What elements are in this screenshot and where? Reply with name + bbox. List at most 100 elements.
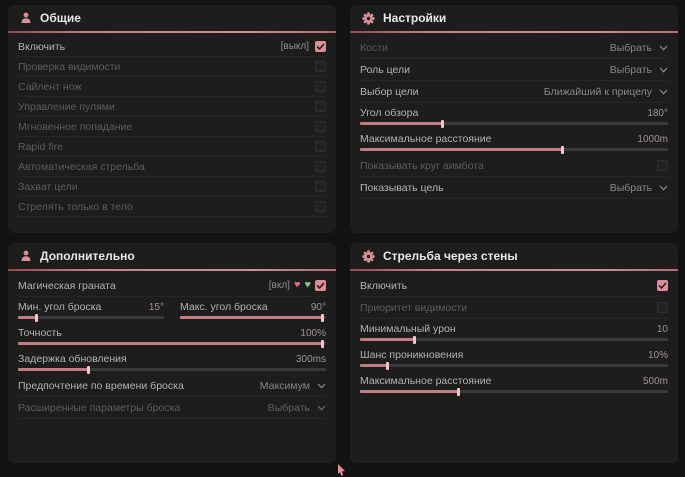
panel-additional-header: Дополнительно xyxy=(8,243,336,269)
checkbox[interactable] xyxy=(315,101,326,112)
setting-label: Управление пулями xyxy=(18,100,115,113)
update-delay-slider[interactable] xyxy=(18,365,326,374)
setting-label: Захват цели xyxy=(18,180,78,193)
broken-heart-icon[interactable]: ♥ xyxy=(294,280,304,291)
checkbox[interactable] xyxy=(315,181,326,192)
setting-label: Кости xyxy=(360,41,388,54)
slider-value: 90° xyxy=(310,302,326,313)
panel-title: Стрельба через стены xyxy=(383,249,518,263)
row-bones: Кости Выбрать xyxy=(360,37,668,59)
setting-label: Расширенные параметры броска xyxy=(18,401,181,414)
panel-additional: Дополнительно Магическая граната [вкл] ♥… xyxy=(8,243,336,463)
row-bullet-control: Управление пулями xyxy=(18,97,326,117)
checkbox[interactable] xyxy=(315,61,326,72)
panel-general: Общие Включить [выкл] Проверка видимости… xyxy=(8,5,336,233)
gear-icon xyxy=(362,249,375,263)
panel-title: Настройки xyxy=(383,11,447,25)
wallbang-rows: Включить Приоритет видимости Минимальный… xyxy=(350,271,678,397)
keybind-state: [вкл] xyxy=(268,280,290,291)
setting-label: Сайлент нож xyxy=(18,80,82,93)
accuracy-slider[interactable] xyxy=(18,339,326,348)
slider-value: 10% xyxy=(647,350,668,361)
setting-label: Магическая граната xyxy=(18,279,116,292)
max-throw-angle-slider[interactable] xyxy=(180,313,326,322)
slider-thumb[interactable] xyxy=(385,361,389,370)
row-update-delay: Задержка обновления 300ms xyxy=(18,349,326,375)
person-icon xyxy=(20,250,32,262)
row-enable: Включить xyxy=(360,275,668,297)
check-icon xyxy=(316,43,325,50)
checkbox[interactable] xyxy=(657,160,668,171)
additional-rows: Магическая граната [вкл] ♥ ♥✓ Мин. угол … xyxy=(8,271,336,419)
gear-icon xyxy=(362,11,375,25)
checkbox[interactable] xyxy=(315,280,326,291)
slider-thumb[interactable] xyxy=(86,365,90,374)
slider-thumb[interactable] xyxy=(321,313,325,322)
row-show-circle: Показывать круг аимбота xyxy=(360,155,668,177)
chevron-down-icon xyxy=(317,405,326,411)
target-choice-dropdown[interactable]: Ближайший к прицелу xyxy=(544,86,668,98)
setting-label: Максимальное расстояние xyxy=(360,133,492,145)
fov-slider[interactable] xyxy=(360,119,668,128)
row-fov: Угол обзора 180° xyxy=(360,103,668,129)
advanced-params-dropdown[interactable]: Выбрать xyxy=(268,402,326,414)
checkbox[interactable] xyxy=(315,141,326,152)
checkbox[interactable] xyxy=(657,280,668,291)
checkbox[interactable] xyxy=(315,201,326,212)
slider-thumb[interactable] xyxy=(561,145,565,154)
setting-label: Шанс проникновения xyxy=(360,349,464,361)
bones-dropdown[interactable]: Выбрать xyxy=(610,42,668,54)
slider-value: 10 xyxy=(656,324,668,335)
slider-value: 1000m xyxy=(637,134,668,145)
min-throw-angle-slider[interactable] xyxy=(18,313,164,322)
row-wallbang-max-distance: Максимальное расстояние 500m xyxy=(360,371,668,397)
row-show-target: Показывать цель Выбрать xyxy=(360,177,668,199)
dropdown-value: Максимум xyxy=(259,379,310,392)
header-underline xyxy=(350,31,678,33)
row-target-choice: Выбор цели Ближайший к прицелу xyxy=(360,81,668,103)
slider-value: 500m xyxy=(642,376,668,387)
person-icon xyxy=(20,12,32,24)
setting-label: Предпочтение по времени броска xyxy=(18,379,184,392)
min-damage-slider[interactable] xyxy=(360,335,668,344)
setting-label: Проверка видимости xyxy=(18,60,121,73)
checkbox[interactable] xyxy=(315,161,326,172)
checkbox[interactable] xyxy=(315,121,326,132)
setting-label: Мин. угол броска xyxy=(18,301,102,313)
wallbang-max-distance-slider[interactable] xyxy=(360,387,668,396)
slider-thumb[interactable] xyxy=(413,335,417,344)
header-underline xyxy=(350,269,678,271)
chevron-down-icon xyxy=(659,67,668,73)
checkbox[interactable] xyxy=(315,81,326,92)
checkbox[interactable] xyxy=(315,41,326,52)
penetration-chance-slider[interactable] xyxy=(360,361,668,370)
setting-label: Мгновенное попадание xyxy=(18,120,133,133)
slider-thumb[interactable] xyxy=(320,339,324,348)
setting-label: Показывать цель xyxy=(360,181,444,194)
row-instant-hit: Мгновенное попадание xyxy=(18,117,326,137)
row-auto-shoot: Автоматическая стрельба xyxy=(18,157,326,177)
slider-thumb[interactable] xyxy=(456,387,460,396)
setting-label: Макс. угол броска xyxy=(180,301,268,313)
chevron-down-icon xyxy=(659,45,668,51)
checkbox[interactable] xyxy=(657,302,668,313)
setting-label: Включить xyxy=(18,40,66,53)
row-visibility-check: Проверка видимости xyxy=(18,57,326,77)
panel-wallbang-header: Стрельба через стены xyxy=(350,243,678,269)
throw-time-dropdown[interactable]: Максимум xyxy=(260,380,326,392)
max-distance-slider[interactable] xyxy=(360,145,668,154)
heart-check-icon[interactable]: ♥ ✓ xyxy=(304,279,313,291)
setting-label: Приоритет видимости xyxy=(360,301,468,314)
slider-thumb[interactable] xyxy=(34,313,38,322)
target-role-dropdown[interactable]: Выбрать xyxy=(610,64,668,76)
slider-value: 300ms xyxy=(295,354,326,365)
show-target-dropdown[interactable]: Выбрать xyxy=(610,182,668,194)
setting-label: Rapid fire xyxy=(18,140,63,153)
slider-thumb[interactable] xyxy=(441,119,445,128)
general-rows: Включить [выкл] Проверка видимости Сайле… xyxy=(8,33,336,217)
setting-label: Автоматическая стрельба xyxy=(18,160,145,173)
setting-label: Включить xyxy=(360,279,408,292)
row-visibility-priority: Приоритет видимости xyxy=(360,297,668,319)
row-max-distance: Максимальное расстояние 1000m xyxy=(360,129,668,155)
